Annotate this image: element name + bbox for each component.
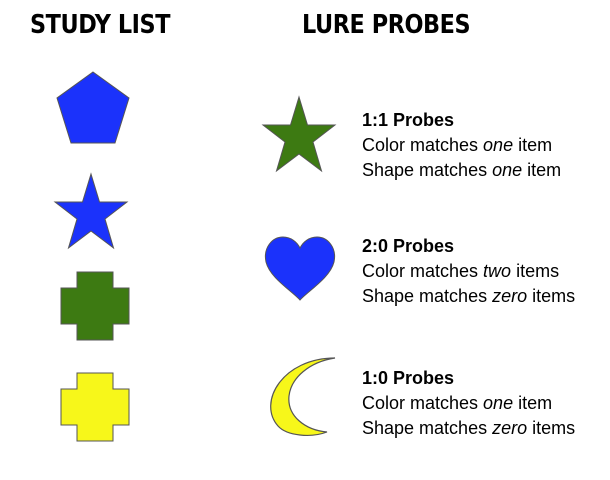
- probe-1-0-block: 1:0 Probes Color matches one item Shape …: [362, 366, 575, 441]
- probe-color-line: Color matches one item: [362, 393, 553, 413]
- probe-shape-line: Shape matches zero items: [362, 286, 576, 306]
- probe-title: 1:1 Probes: [362, 110, 455, 130]
- probe-color-line: Color matches two items: [362, 261, 560, 281]
- probe-color-line: Color matches one item: [362, 135, 553, 155]
- probe-2-0-block: 2:0 Probes Color matches two items Shape…: [362, 234, 575, 309]
- probe-heart-icon: [264, 236, 336, 301]
- probe-shape-line: Shape matches zero items: [362, 418, 576, 438]
- probe-title: 1:0 Probes: [362, 368, 455, 388]
- probe-shape-line: Shape matches one item: [362, 160, 562, 180]
- study-list-heading: STUDY LIST: [30, 10, 171, 40]
- study-star-icon: [53, 172, 129, 250]
- lure-probes-heading: LURE PROBES: [302, 10, 471, 40]
- probe-star-icon: [261, 95, 337, 173]
- probe-moon-icon: [270, 357, 336, 436]
- study-yellow-cross-icon: [60, 372, 130, 442]
- study-green-cross-icon: [60, 271, 130, 341]
- probe-title: 2:0 Probes: [362, 236, 455, 256]
- study-pentagon-icon: [56, 71, 130, 144]
- probe-1-1-block: 1:1 Probes Color matches one item Shape …: [362, 108, 561, 183]
